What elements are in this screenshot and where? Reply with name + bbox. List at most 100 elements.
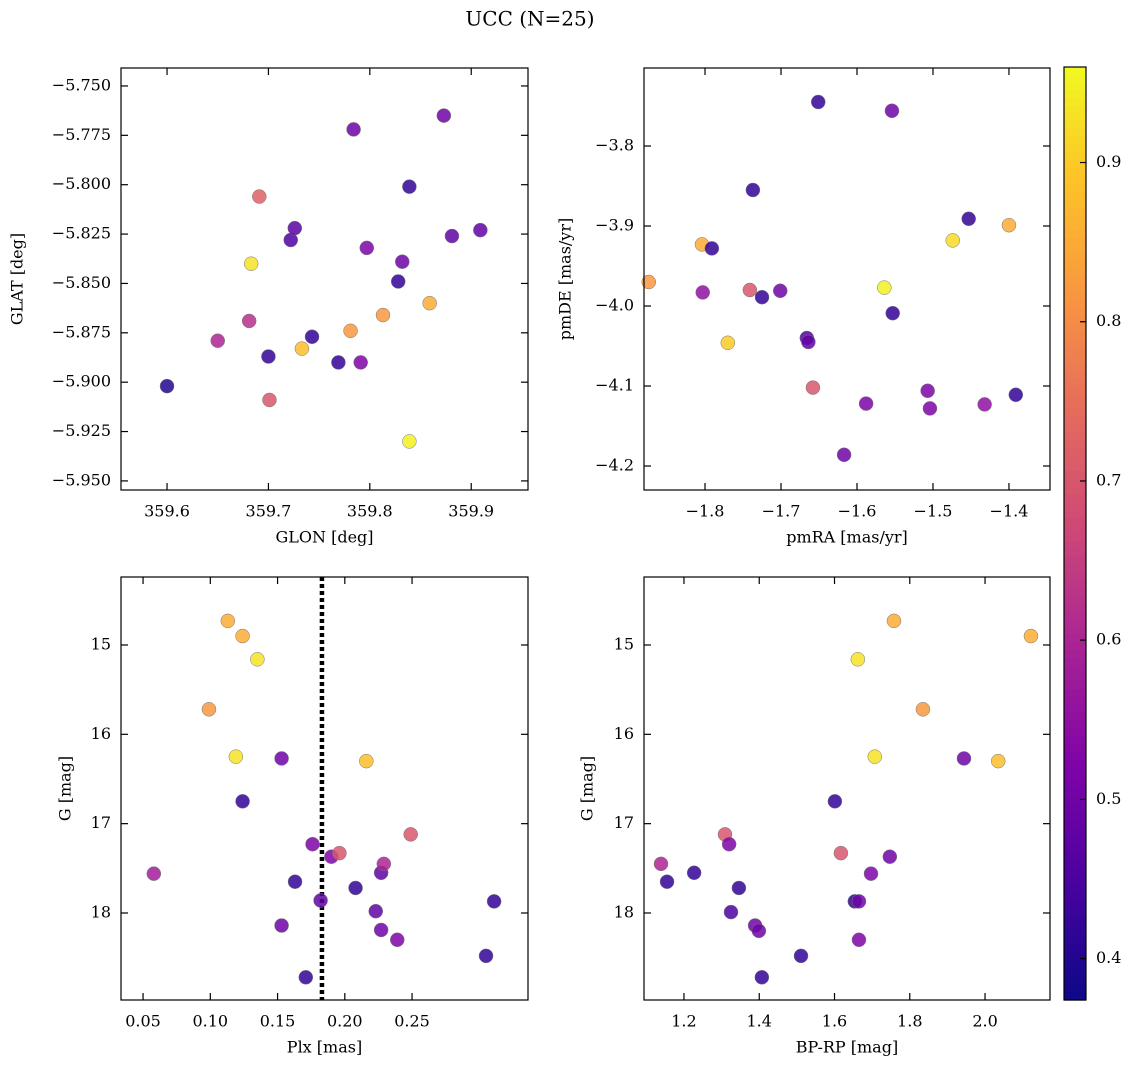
colorbar-segment xyxy=(1064,665,1086,675)
colorbar-segment xyxy=(1064,191,1086,200)
point xyxy=(332,845,347,861)
colorbar-segment xyxy=(1064,370,1086,379)
point xyxy=(294,341,310,356)
point xyxy=(731,880,747,896)
x-tick-label: 2.0 xyxy=(972,1012,997,1031)
x-tick-label: 1.6 xyxy=(822,1012,847,1031)
colorbar-segment xyxy=(1064,354,1086,364)
colorbar-segment xyxy=(1064,968,1086,978)
y-tick-label: −5.825 xyxy=(52,224,111,243)
point xyxy=(885,305,900,321)
point xyxy=(772,283,788,299)
x-tick-label: −1.5 xyxy=(914,502,953,521)
point xyxy=(353,355,368,370)
point xyxy=(274,918,289,933)
point xyxy=(348,880,363,896)
colorbar-segment xyxy=(1064,541,1086,550)
colorbar-segment xyxy=(1064,238,1086,247)
colorbar-segment xyxy=(1064,782,1086,791)
y-axis-label: G [mag] xyxy=(578,756,597,821)
point xyxy=(250,652,265,667)
plot-frame xyxy=(643,576,1051,1001)
point xyxy=(723,904,739,920)
x-tick-label: 0.20 xyxy=(327,1012,363,1031)
colorbar-segment xyxy=(1064,455,1086,465)
point xyxy=(228,749,244,764)
colorbar-segment xyxy=(1064,634,1086,643)
plot-frame xyxy=(643,67,1051,491)
point xyxy=(745,182,761,198)
point xyxy=(977,397,992,412)
colorbar-segment xyxy=(1064,797,1086,807)
point xyxy=(721,836,737,852)
point xyxy=(961,211,976,227)
plot-frame xyxy=(120,67,529,491)
point xyxy=(836,447,852,463)
colorbar-segment xyxy=(1064,984,1086,993)
colorbar-segment xyxy=(1064,564,1086,573)
colorbar-segment xyxy=(1064,160,1086,169)
colorbar-segment xyxy=(1064,867,1086,877)
colorbar-segment xyxy=(1064,144,1086,154)
point xyxy=(882,849,898,864)
point xyxy=(359,753,374,769)
point xyxy=(368,903,383,919)
colorbar-segment xyxy=(1064,751,1086,760)
y-tick-label: −3.9 xyxy=(595,216,634,235)
colorbar-segment xyxy=(1064,222,1086,231)
colorbar-tick-label: 0.7 xyxy=(1096,470,1121,489)
point xyxy=(886,613,902,629)
y-tick-label: 15 xyxy=(614,634,634,653)
colorbar-segment xyxy=(1064,587,1086,597)
colorbar-segment xyxy=(1064,463,1086,472)
point xyxy=(793,948,809,964)
colorbar-segment xyxy=(1064,774,1086,783)
y-axis-label: G [mag] xyxy=(56,756,75,821)
point xyxy=(375,307,391,323)
x-tick-label: 359.7 xyxy=(246,502,292,521)
point xyxy=(402,434,417,449)
colorbar-segment xyxy=(1064,401,1086,410)
point xyxy=(695,285,710,300)
y-tick-label: −5.925 xyxy=(52,421,111,440)
y-tick-label: 18 xyxy=(614,902,634,921)
colorbar-segment xyxy=(1064,308,1086,317)
point xyxy=(235,628,250,644)
x-axis-label: GLON [deg] xyxy=(275,528,373,547)
colorbar-segment xyxy=(1064,168,1086,177)
point xyxy=(331,355,346,370)
x-tick-label: 0.25 xyxy=(394,1012,430,1031)
point xyxy=(915,702,931,717)
colorbar-segment xyxy=(1064,704,1086,713)
colorbar-segment xyxy=(1064,315,1086,325)
point xyxy=(884,103,900,119)
point xyxy=(403,827,418,842)
colorbar-segment xyxy=(1064,393,1086,402)
point xyxy=(805,380,821,395)
colorbar-segment xyxy=(1064,681,1086,690)
colorbar-segment xyxy=(1064,828,1086,838)
point xyxy=(850,652,866,667)
point xyxy=(922,401,938,416)
colorbar-segment xyxy=(1064,447,1086,457)
colorbar-tick-label: 0.6 xyxy=(1096,630,1121,649)
colorbar-segment xyxy=(1064,199,1086,208)
colorbar-segment xyxy=(1064,121,1086,130)
point xyxy=(343,323,358,339)
x-tick-label: 359.8 xyxy=(347,502,393,521)
point xyxy=(686,865,702,881)
point xyxy=(945,233,960,248)
colorbar-segment xyxy=(1064,727,1086,737)
point xyxy=(478,948,494,964)
colorbar-segment xyxy=(1064,626,1086,636)
colorbar-segment xyxy=(1064,276,1086,286)
point xyxy=(402,179,417,194)
y-axis-label: pmDE [mas/yr] xyxy=(556,218,575,341)
point xyxy=(659,874,675,889)
y-tick-label: −4.1 xyxy=(595,376,634,395)
colorbar-segment xyxy=(1064,471,1086,480)
colorbar-segment xyxy=(1064,98,1086,107)
point xyxy=(990,753,1006,769)
colorbar-segment xyxy=(1064,284,1086,294)
